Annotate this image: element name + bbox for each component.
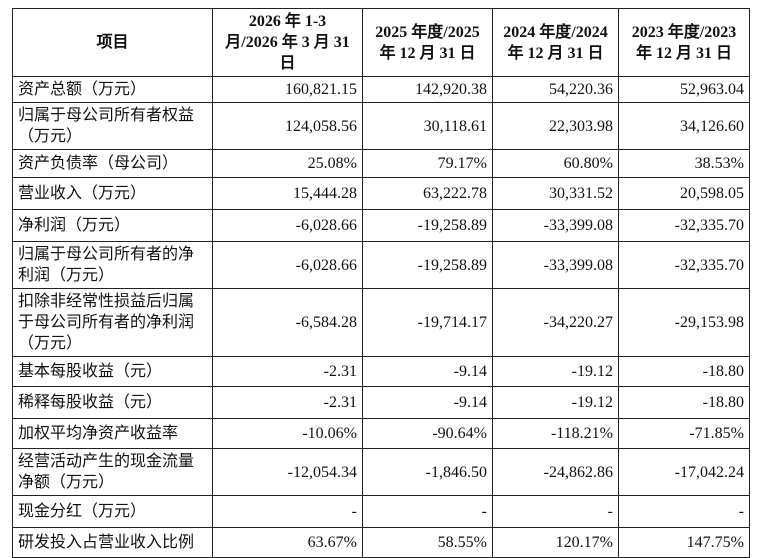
value-cell: 34,126.60 — [618, 102, 750, 150]
value-cell: -18.80 — [618, 356, 750, 387]
value-cell: 15,444.28 — [212, 177, 363, 210]
value-cell: -17,042.24 — [618, 448, 750, 496]
value-cell: 147.75% — [618, 527, 750, 558]
row-label: 扣除非经常性损益后归属于母公司所有者的净利润（万元） — [12, 288, 213, 357]
value-cell: -19,258.89 — [362, 241, 493, 289]
value-cell: -19.12 — [492, 386, 619, 419]
value-cell: 79.17% — [362, 149, 493, 178]
header-cell: 2026 年 1-3 月/2026 年 3 月 31 日 — [212, 8, 363, 77]
value-cell: -2.31 — [212, 356, 363, 387]
row-label: 营业收入（万元） — [12, 177, 213, 210]
value-cell: - — [212, 495, 363, 528]
value-cell: -9.14 — [362, 386, 493, 419]
value-cell: -2.31 — [212, 386, 363, 419]
value-cell: - — [618, 495, 750, 528]
header-cell: 项目 — [12, 8, 213, 77]
value-cell: -19.12 — [492, 356, 619, 387]
value-cell: 30,331.52 — [492, 177, 619, 210]
row-label: 研发投入占营业收入比例 — [12, 527, 213, 558]
value-cell: -19,258.89 — [362, 209, 493, 242]
table-row: 加权平均净资产收益率 -10.06% -90.64% -118.21% -71.85% — [12, 418, 750, 449]
header-cell: 2023 年度/2023 年 12 月 31 日 — [618, 8, 750, 77]
row-label: 经营活动产生的现金流量净额（万元） — [12, 448, 213, 496]
table-row: 营业收入（万元） 15,444.28 63,222.78 30,331.52 20,59… — [12, 177, 750, 210]
row-label: 资产负债率（母公司） — [12, 149, 213, 178]
table-row: 经营活动产生的现金流量净额（万元） -12,054.34 -1,846.50 -24,… — [12, 448, 750, 496]
row-label: 稀释每股收益（元） — [12, 386, 213, 419]
value-cell: 60.80% — [492, 149, 619, 178]
value-cell: -32,335.70 — [618, 209, 750, 242]
value-cell: -24,862.86 — [492, 448, 619, 496]
value-cell: 25.08% — [212, 149, 363, 178]
row-label: 归属于母公司所有者的净利润（万元） — [12, 241, 213, 289]
value-cell: -12,054.34 — [212, 448, 363, 496]
value-cell: 54,220.36 — [492, 76, 619, 103]
value-cell: -33,399.08 — [492, 241, 619, 289]
value-cell: -34,220.27 — [492, 288, 619, 357]
value-cell: - — [492, 495, 619, 528]
value-cell: -6,028.66 — [212, 241, 363, 289]
value-cell: -6,028.66 — [212, 209, 363, 242]
table-row: 扣除非经常性损益后归属于母公司所有者的净利润（万元） -6,584.28 -19,7… — [12, 288, 750, 357]
table-row: 资产负债率（母公司） 25.08% 79.17% 60.80% 38.53% — [12, 149, 750, 178]
table-row: 基本每股收益（元） -2.31 -9.14 -19.12 -18.80 — [12, 356, 750, 387]
value-cell: 20,598.05 — [618, 177, 750, 210]
value-cell: 120.17% — [492, 527, 619, 558]
value-cell: - — [362, 495, 493, 528]
row-label: 现金分红（万元） — [12, 495, 213, 528]
table-row: 净利润（万元） -6,028.66 -19,258.89 -33,399.08 -32,… — [12, 209, 750, 242]
table-row: 归属于母公司所有者权益（万元） 124,058.56 30,118.61 22,303… — [12, 102, 750, 150]
row-label: 加权平均净资产收益率 — [12, 418, 213, 449]
value-cell: -71.85% — [618, 418, 750, 449]
value-cell: -90.64% — [362, 418, 493, 449]
value-cell: 142,920.38 — [362, 76, 493, 103]
value-cell: -18.80 — [618, 386, 750, 419]
table-row: 研发投入占营业收入比例 63.67% 58.55% 120.17% 147.75% — [12, 527, 750, 558]
value-cell: 124,058.56 — [212, 102, 363, 150]
value-cell: -9.14 — [362, 356, 493, 387]
value-cell: -6,584.28 — [212, 288, 363, 357]
row-label: 净利润（万元） — [12, 209, 213, 242]
header-cell: 2025 年度/2025 年 12 月 31 日 — [362, 8, 493, 77]
value-cell: -118.21% — [492, 418, 619, 449]
header-cell: 2024 年度/2024 年 12 月 31 日 — [492, 8, 619, 77]
financial-table: 项目 2026 年 1-3 月/2026 年 3 月 31 日 2025 年度/20… — [12, 8, 750, 558]
table-row: 现金分红（万元） - - - - — [12, 495, 750, 528]
row-label: 归属于母公司所有者权益（万元） — [12, 102, 213, 150]
value-cell: 52,963.04 — [618, 76, 750, 103]
value-cell: -33,399.08 — [492, 209, 619, 242]
value-cell: 63,222.78 — [362, 177, 493, 210]
value-cell: -19,714.17 — [362, 288, 493, 357]
value-cell: -32,335.70 — [618, 241, 750, 289]
table-row: 稀释每股收益（元） -2.31 -9.14 -19.12 -18.80 — [12, 386, 750, 419]
table-row: 资产总额（万元） 160,821.15 142,920.38 54,220.36 52,… — [12, 76, 750, 103]
value-cell: 63.67% — [212, 527, 363, 558]
table-body: 资产总额（万元） 160,821.15 142,920.38 54,220.36 52,… — [12, 76, 750, 558]
table-row: 归属于母公司所有者的净利润（万元） -6,028.66 -19,258.89 -33,… — [12, 241, 750, 289]
row-label: 基本每股收益（元） — [12, 356, 213, 387]
value-cell: 22,303.98 — [492, 102, 619, 150]
value-cell: 30,118.61 — [362, 102, 493, 150]
value-cell: -29,153.98 — [618, 288, 750, 357]
value-cell: 58.55% — [362, 527, 493, 558]
value-cell: 38.53% — [618, 149, 750, 178]
value-cell: -1,846.50 — [362, 448, 493, 496]
header-row: 项目 2026 年 1-3 月/2026 年 3 月 31 日 2025 年度/20… — [12, 8, 750, 77]
value-cell: 160,821.15 — [212, 76, 363, 103]
value-cell: -10.06% — [212, 418, 363, 449]
row-label: 资产总额（万元） — [12, 76, 213, 103]
